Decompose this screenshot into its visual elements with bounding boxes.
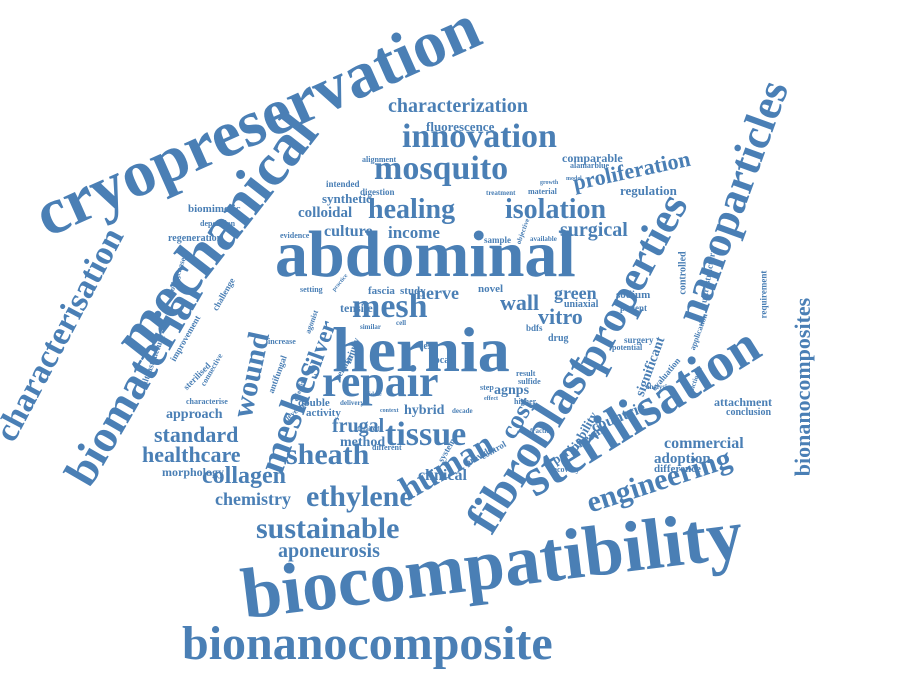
word-tissue: tissue — [385, 416, 467, 453]
word-adoption: adoption — [654, 451, 711, 467]
word-standard: standard — [154, 422, 239, 447]
word-fraction: fraction — [530, 427, 554, 435]
word-vitro: vitro — [538, 304, 583, 329]
word-effect: effect — [484, 396, 498, 402]
word-hybrid: hybrid — [404, 403, 445, 418]
word-bionanocomposite: bionanocomposite — [182, 617, 553, 670]
word-sheath: sheath — [286, 438, 370, 471]
word-wall: wall — [500, 290, 540, 315]
word-context: context — [380, 408, 399, 414]
word-conclusion: conclusion — [726, 407, 772, 418]
word-analysis: analysis — [646, 383, 670, 391]
word-culture: culture — [324, 223, 373, 240]
word-synthetic: synthetic — [322, 191, 372, 206]
word-evidence: evidence — [280, 231, 310, 240]
word-intended: intended — [326, 179, 360, 189]
word-characterise: characterise — [186, 397, 228, 406]
word-bdfs: bdfs — [526, 323, 543, 333]
word-alamarblue: alamarblue — [570, 161, 610, 170]
word-colloidal: colloidal — [298, 205, 353, 221]
word-method: method — [340, 435, 386, 450]
word-repair: repair — [322, 357, 439, 406]
word-detailed: detailed — [356, 425, 380, 433]
word-sustainable: sustainable — [256, 512, 400, 545]
word-controlled: controlled — [677, 251, 689, 295]
word-potential: potential — [612, 343, 643, 352]
word-comparable: comparable — [562, 151, 623, 165]
word-deposition: deposition — [200, 219, 236, 228]
word-patient: patient — [620, 303, 647, 313]
word-attachment: attachment — [714, 395, 772, 409]
word-approach: approach — [166, 407, 223, 422]
word-alignment: alignment — [362, 155, 397, 164]
word-agnps: agnps — [494, 383, 530, 398]
word-setting: setting — [300, 285, 323, 294]
word-characterization: characterization — [388, 95, 528, 117]
word-income: income — [388, 223, 440, 242]
word-result: result — [516, 369, 536, 378]
word-test: test — [420, 341, 435, 352]
word-difference: difference — [654, 463, 701, 475]
word-fluorescence: fluorescence — [426, 119, 495, 134]
word-surgery: surgery — [624, 335, 654, 345]
word-bionanocomposites: bionanocomposites — [790, 297, 816, 477]
word-available: available — [530, 235, 557, 243]
word-green: green — [554, 283, 597, 303]
word-higher: higher — [514, 397, 537, 406]
word-chemistry: chemistry — [215, 489, 291, 509]
word-fascia: fascia — [368, 285, 395, 297]
word-collagen: collagen — [202, 463, 286, 489]
word-step: step — [480, 383, 494, 392]
word-regeneration: regeneration — [168, 233, 223, 244]
word-sample: sample — [484, 235, 511, 245]
word-abdominal: abdominal — [275, 218, 576, 291]
word-isolation: isolation — [505, 194, 607, 225]
word-digestion: digestion — [360, 187, 395, 197]
word-increase: increase — [268, 337, 296, 346]
word-cell: cell — [396, 319, 407, 327]
word-recovery: recovery — [550, 465, 580, 474]
word-local: local — [432, 355, 452, 366]
word-morphology: morphology — [162, 465, 225, 479]
word-activity: activity — [306, 407, 341, 419]
word-double: double — [298, 397, 330, 409]
word-regulation: regulation — [620, 183, 677, 198]
word-different: different — [372, 443, 402, 452]
word-drug: drug — [548, 333, 569, 344]
word-biomimetic: biomimetic — [188, 203, 241, 215]
word-mosquito: mosquito — [374, 150, 509, 187]
word-surgical: surgical — [560, 219, 628, 241]
word-nerve: nerve — [416, 283, 459, 303]
word-requirement: requirement — [758, 270, 769, 319]
word-healing: healing — [368, 194, 456, 225]
word-healthcare: healthcare — [142, 442, 241, 467]
word-ethylene: ethylene — [306, 480, 413, 513]
word-sulfide: sulfide — [518, 377, 541, 386]
word-growth: growth — [540, 180, 559, 186]
word-treatment: treatment — [486, 189, 516, 197]
word-similar: similar — [360, 323, 381, 331]
word-delivery: delivery — [340, 399, 365, 407]
word-novel: novel — [478, 283, 504, 295]
word-material: material — [528, 187, 557, 196]
word-middle: middle — [364, 392, 382, 398]
word-commercial: commercial — [664, 435, 744, 452]
word-model: model — [566, 176, 582, 182]
word-aponeurosis: aponeurosis — [278, 540, 380, 562]
word-frugal: frugal — [332, 415, 385, 437]
word-hernia: hernia — [332, 314, 510, 385]
word-clinical: clinical — [418, 467, 467, 484]
word-tensile: tensile — [340, 301, 373, 315]
word-innovation: innovation — [402, 118, 557, 155]
word-uniaxial: uniaxial — [564, 299, 599, 310]
word-mesh: mesh — [352, 288, 428, 325]
word-study: study — [400, 285, 426, 297]
word-sodium: sodium — [616, 289, 651, 301]
word-decade: decade — [452, 407, 473, 415]
